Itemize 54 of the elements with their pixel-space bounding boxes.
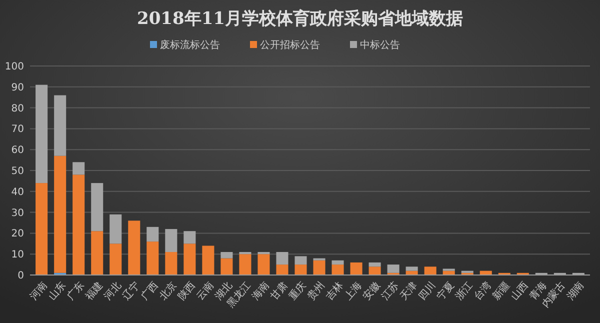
bar — [368, 266, 381, 275]
bar — [184, 231, 196, 244]
bar — [202, 246, 214, 275]
bar — [313, 260, 326, 275]
bar — [72, 174, 85, 275]
bar — [165, 252, 178, 275]
x-tick-label: 陕西 — [176, 279, 198, 302]
bar — [424, 266, 436, 275]
bar — [294, 264, 307, 275]
x-tick-label: 海南 — [250, 279, 272, 302]
bar — [91, 231, 104, 275]
bar — [54, 95, 66, 156]
y-tick-label: 30 — [11, 208, 24, 219]
legend-label: 中标公告 — [360, 39, 400, 51]
bar — [350, 262, 362, 275]
y-tick-label: 0 — [18, 270, 24, 282]
x-tick-label: 江苏 — [379, 279, 402, 302]
bar — [54, 156, 66, 273]
bar — [406, 266, 418, 271]
chart-title: 2018年11月学校体育政府采购省地域数据 — [137, 8, 463, 29]
bar — [258, 254, 270, 275]
bar — [184, 244, 196, 275]
y-tick-label: 10 — [11, 250, 24, 261]
y-tick-label: 80 — [11, 103, 24, 114]
y-tick-label: 70 — [11, 124, 24, 136]
y-tick-label: 50 — [11, 166, 24, 177]
bar — [165, 229, 178, 252]
bar — [239, 254, 252, 275]
y-tick-label: 100 — [4, 62, 24, 72]
bar — [36, 84, 48, 184]
y-tick-label: 20 — [11, 228, 24, 240]
bar — [332, 260, 344, 265]
bar — [276, 264, 288, 275]
bar — [146, 242, 159, 275]
legend-label: 公开招标公告 — [260, 39, 320, 51]
bar — [36, 183, 48, 275]
bar — [368, 262, 381, 267]
bar — [110, 214, 122, 244]
bar — [128, 220, 140, 275]
bar — [276, 252, 288, 265]
bar — [91, 183, 104, 232]
y-tick-label: 90 — [11, 82, 24, 94]
x-tick-label: 湖南 — [564, 279, 586, 302]
bar — [110, 244, 122, 275]
y-tick-label: 40 — [11, 186, 24, 198]
bar — [146, 226, 159, 242]
x-tick-label: 新疆 — [490, 279, 512, 302]
y-tick-label: 60 — [11, 145, 24, 156]
bar — [294, 256, 307, 265]
bar — [220, 252, 233, 258]
bar — [72, 162, 85, 175]
bar — [332, 264, 344, 275]
legend-label: 废标流标公告 — [160, 39, 220, 51]
bar — [220, 258, 233, 275]
